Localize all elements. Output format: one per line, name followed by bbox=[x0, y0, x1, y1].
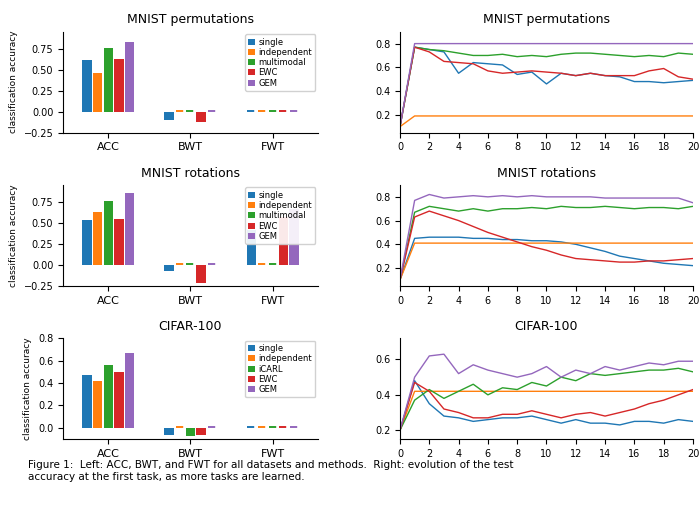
Bar bbox=[279, 217, 288, 265]
Bar bbox=[186, 428, 195, 436]
Bar bbox=[114, 218, 124, 265]
Y-axis label: classification accuracy: classification accuracy bbox=[23, 338, 32, 440]
Bar bbox=[93, 212, 102, 265]
Title: MNIST rotations: MNIST rotations bbox=[141, 167, 240, 180]
Bar bbox=[125, 193, 134, 265]
Bar bbox=[82, 60, 92, 112]
Bar bbox=[125, 42, 134, 112]
Title: MNIST rotations: MNIST rotations bbox=[497, 167, 596, 180]
Title: CIFAR-100: CIFAR-100 bbox=[159, 320, 222, 333]
Bar bbox=[197, 428, 206, 435]
Legend: single, independent, iCARL, EWC, GEM: single, independent, iCARL, EWC, GEM bbox=[245, 341, 315, 397]
Bar bbox=[93, 73, 102, 112]
Legend: single, independent, multimodal, EWC, GEM: single, independent, multimodal, EWC, GE… bbox=[245, 34, 315, 91]
Bar bbox=[289, 208, 299, 265]
Bar bbox=[114, 59, 124, 112]
Bar bbox=[246, 230, 256, 265]
Bar bbox=[82, 375, 92, 428]
Bar bbox=[164, 112, 174, 120]
Title: MNIST permutations: MNIST permutations bbox=[483, 13, 610, 26]
Bar bbox=[93, 381, 102, 428]
Bar bbox=[125, 353, 134, 428]
Bar bbox=[114, 372, 124, 428]
Text: Figure 1:  Left: ACC, BWT, and FWT for all datasets and methods.  Right: evoluti: Figure 1: Left: ACC, BWT, and FWT for al… bbox=[28, 460, 514, 482]
Bar bbox=[197, 265, 206, 284]
Bar bbox=[82, 220, 92, 265]
Title: CIFAR-100: CIFAR-100 bbox=[514, 320, 578, 333]
Legend: single, independent, multimodal, EWC, GEM: single, independent, multimodal, EWC, GE… bbox=[245, 187, 315, 244]
Bar bbox=[104, 365, 113, 428]
Bar bbox=[197, 112, 206, 122]
Bar bbox=[164, 265, 174, 271]
Y-axis label: classification accuracy: classification accuracy bbox=[9, 184, 18, 287]
Bar bbox=[164, 428, 174, 435]
Bar bbox=[104, 201, 113, 265]
Y-axis label: classification accuracy: classification accuracy bbox=[9, 31, 18, 133]
Title: MNIST permutations: MNIST permutations bbox=[127, 13, 254, 26]
Bar bbox=[104, 48, 113, 112]
